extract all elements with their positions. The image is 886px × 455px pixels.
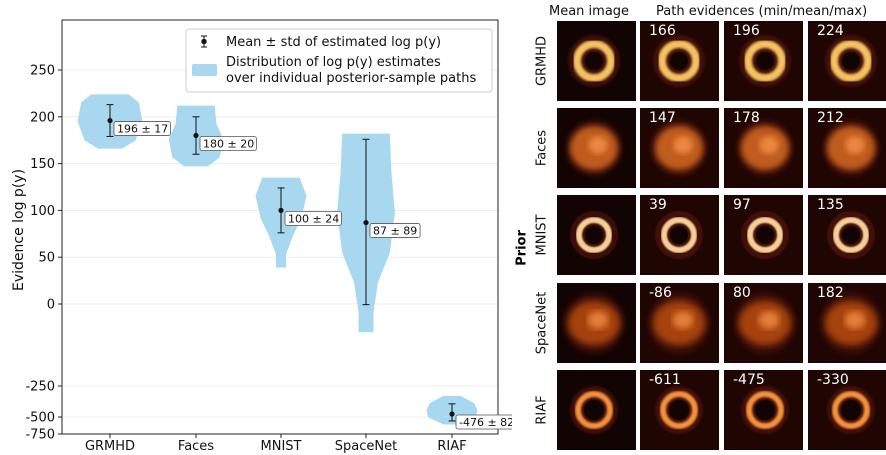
row-label-spacenet: SpaceNet [534, 291, 550, 355]
mean-image-mnist [557, 195, 636, 275]
mean-image-spacenet [557, 283, 636, 363]
path-evidence-value: 80 [733, 285, 751, 301]
path-sample-riaf-2: -475 [724, 370, 803, 450]
path-evidence-value: 147 [649, 110, 676, 126]
data-label-box [455, 414, 512, 430]
path-sample-grmhd-3: 224 [808, 21, 886, 101]
y-axis-label: Evidence log p(y) [11, 169, 27, 291]
row-label-grmhd: GRMHD [534, 35, 550, 87]
x-tick-label: SpaceNet [335, 439, 397, 454]
mean-point-riaf [449, 411, 455, 417]
data-label-grmhd: 196 ± 17 [117, 123, 168, 136]
path-sample-faces-3: 212 [808, 108, 886, 188]
path-sample-grmhd-1: 166 [640, 21, 719, 101]
path-evidence-value: 182 [817, 285, 844, 301]
y-tick-label: -500 [25, 411, 55, 426]
data-label-box [199, 136, 257, 151]
path-evidence-value: 178 [733, 110, 760, 126]
legend: Mean ± std of estimated log p(y) Distrib… [185, 28, 493, 93]
path-evidence-value: -330 [817, 372, 849, 388]
data-label-box [284, 210, 342, 226]
path-sample-spacenet-3: 182 [808, 283, 886, 363]
mean-point-mnist [278, 207, 284, 213]
path-evidence-value: -611 [649, 372, 681, 388]
y-tick-label: -250 [25, 380, 55, 395]
x-tick-label: Faces [178, 439, 214, 454]
path-evidence-value: 97 [733, 197, 751, 213]
row-label-mnist: MNIST [534, 214, 550, 256]
mean-point-grmhd [107, 117, 113, 124]
plot-area-frame [61, 19, 499, 435]
data-label-faces: 180 ± 20 [203, 138, 254, 151]
legend-violin-swatch [192, 64, 217, 76]
x-tick-label: MNIST [261, 439, 302, 454]
mean-image-grmhd [557, 21, 636, 101]
legend-violin-label-1: Distribution of log p(y) estimates [226, 55, 441, 70]
violin-chart: 250 200 150 100 50 0 -250 -500 -750 GRMHD Faces MN… [11, 19, 512, 454]
mean-point-faces [193, 132, 199, 139]
mean-image-riaf [557, 370, 636, 450]
y-tick-label: 250 [30, 64, 55, 79]
legend-violin-label-2: over individual posterior-sample paths [226, 71, 476, 86]
mean-image-faces [557, 108, 636, 188]
path-sample-spacenet-1: -86 [640, 283, 719, 363]
y-tick-label: 0 [47, 298, 55, 313]
path-sample-mnist-1: 39 [640, 195, 719, 275]
path-sample-faces-2: 178 [724, 108, 803, 188]
col-header-mean: Mean image [549, 4, 630, 19]
path-evidence-value: -475 [733, 372, 765, 388]
row-label-faces: Faces [534, 129, 550, 167]
path-evidence-value: 196 [733, 23, 760, 39]
row-group-label: Prior [514, 230, 530, 266]
path-evidence-value: 166 [649, 23, 676, 39]
y-tick-label: 200 [30, 110, 55, 125]
path-evidence-value: 39 [649, 197, 667, 213]
y-tick-label: 150 [30, 157, 55, 172]
path-sample-riaf-3: -330 [808, 370, 886, 450]
path-evidence-value: -86 [649, 285, 672, 301]
mean-point-spacenet [363, 219, 369, 226]
row-label-riaf: RIAF [534, 395, 550, 425]
path-sample-grmhd-2: 196 [724, 21, 803, 101]
data-label-spacenet: 87 ± 89 [373, 225, 417, 238]
data-label-box [369, 223, 421, 238]
legend-errorbar-label: Mean ± std of estimated log p(y) [226, 35, 441, 50]
path-sample-mnist-2: 97 [724, 195, 803, 275]
data-label-riaf: -476 ± 82 [459, 416, 512, 429]
path-evidence-value: 135 [817, 197, 844, 213]
x-tick-label: RIAF [437, 439, 466, 454]
col-header-path-evidences: Path evidences (min/mean/max) [656, 4, 868, 19]
y-tick-label: -750 [25, 428, 55, 443]
path-sample-faces-1: 147 [640, 108, 719, 188]
y-tick-label: 100 [30, 204, 55, 219]
path-sample-mnist-3: 135 [808, 195, 886, 275]
path-sample-riaf-1: -611 [640, 370, 719, 450]
data-label-mnist: 100 ± 24 [288, 212, 339, 225]
data-label-box [113, 121, 171, 136]
y-tick-label: 50 [38, 251, 55, 266]
legend-errorbar-marker [201, 35, 207, 48]
path-evidence-value: 224 [817, 23, 844, 39]
x-tick-label: GRMHD [85, 439, 135, 454]
path-evidence-value: 212 [817, 110, 844, 126]
path-sample-spacenet-2: 80 [724, 283, 803, 363]
